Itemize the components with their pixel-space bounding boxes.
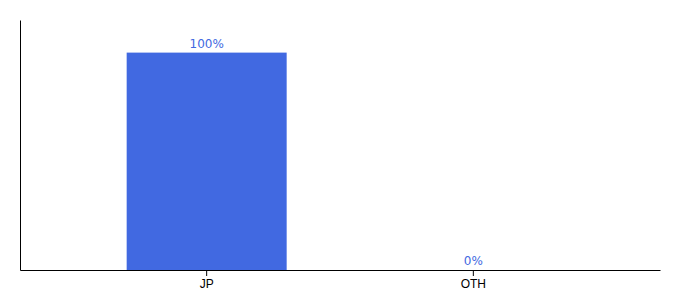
x-tick: OTH [461,270,486,291]
data-labels: 100% 0% [190,37,483,268]
bar [127,53,287,270]
chart: 100% 0% JP OTH [0,0,680,300]
x-axis-line [21,270,661,271]
plot: 100% 0% JP OTH [21,21,661,291]
y-axis-line [20,21,21,271]
bars [127,53,287,270]
y-axis [20,21,21,271]
x-tick-label: OTH [461,277,486,291]
x-tick-mark [206,270,207,276]
x-tick-label: JP [200,277,214,291]
data-label: 0% [464,254,483,268]
bar [393,270,553,271]
x-tick: JP [200,270,214,291]
x-tick-mark [473,270,474,276]
x-axis: JP OTH [21,270,661,291]
data-label: 100% [190,37,224,51]
